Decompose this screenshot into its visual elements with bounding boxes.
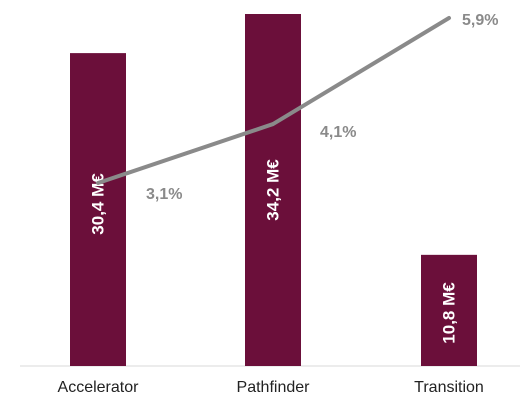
line-series-path bbox=[96, 16, 451, 185]
x-tick-label: Accelerator bbox=[58, 379, 140, 396]
bar-pathfinder bbox=[245, 14, 301, 366]
bar-value-label: 30,4 M€ bbox=[89, 173, 108, 235]
bar-accelerator bbox=[70, 53, 126, 366]
line-value-label: 5,9% bbox=[462, 12, 498, 29]
x-axis-ticks: Accelerator Pathfinder Transition bbox=[58, 379, 484, 396]
line-series: 3,1% 4,1% 5,9% bbox=[96, 12, 498, 203]
bar-series: 30,4 M€ 34,2 M€ 10,8 M€ bbox=[70, 14, 477, 366]
x-tick-label: Transition bbox=[414, 379, 484, 396]
x-tick-label: Pathfinder bbox=[237, 379, 311, 396]
bar-value-label: 10,8 M€ bbox=[440, 282, 459, 344]
line-value-label: 3,1% bbox=[146, 186, 182, 203]
line-value-label: 4,1% bbox=[320, 124, 356, 141]
bar-transition bbox=[421, 254, 477, 366]
bar-value-label: 34,2 M€ bbox=[264, 159, 283, 221]
